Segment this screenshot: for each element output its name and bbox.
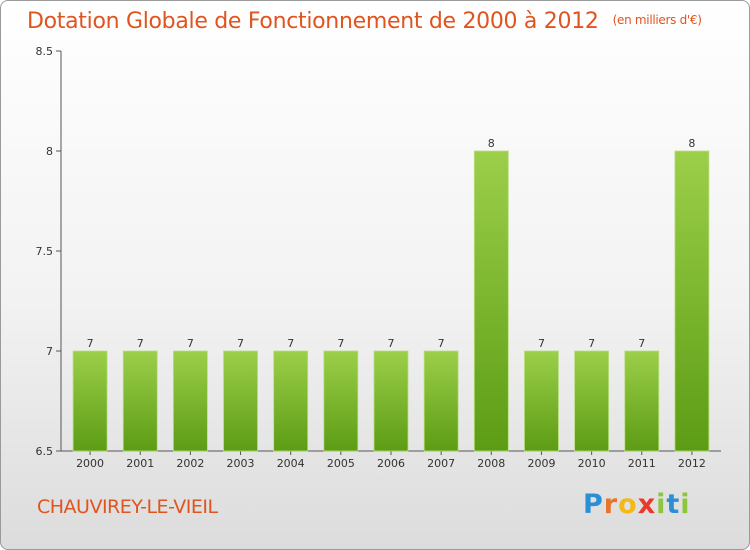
bar-value-label: 8 <box>488 137 495 150</box>
bar-value-label: 7 <box>638 337 645 350</box>
x-tick-label: 2005 <box>327 457 355 470</box>
bar-2001 <box>122 350 158 452</box>
bar-value-label: 8 <box>688 137 695 150</box>
x-tick-label: 2000 <box>76 457 104 470</box>
commune-name: CHAUVIREY-LE-VIEIL <box>37 496 218 518</box>
x-tick-label: 2011 <box>628 457 656 470</box>
bar-2011 <box>624 350 660 452</box>
y-tick-label: 8 <box>46 145 53 158</box>
x-tick-label: 2001 <box>126 457 154 470</box>
x-tick-label: 2006 <box>377 457 405 470</box>
bar-value-label: 7 <box>538 337 545 350</box>
logo-letter: o <box>618 489 638 520</box>
chart-title: Dotation Globale de Fonctionnement de 20… <box>27 9 702 34</box>
bar-2008 <box>473 150 509 452</box>
y-tick-label: 6.5 <box>36 445 54 458</box>
x-tick-label: 2007 <box>427 457 455 470</box>
bar-2002 <box>172 350 208 452</box>
x-tick-label: 2009 <box>527 457 555 470</box>
y-tick-label: 7 <box>46 345 53 358</box>
bar-2004 <box>273 350 309 452</box>
bar-value-label: 7 <box>87 337 94 350</box>
x-tick-label: 2012 <box>678 457 706 470</box>
bar-value-label: 7 <box>287 337 294 350</box>
logo-letter: x <box>637 489 657 520</box>
x-tick-label: 2003 <box>227 457 255 470</box>
bar-value-label: 7 <box>438 337 445 350</box>
bar-2005 <box>323 350 359 452</box>
logo-letter: i <box>680 489 691 520</box>
bar-2006 <box>373 350 409 452</box>
logo-letter: t <box>666 489 681 520</box>
bar-2010 <box>574 350 610 452</box>
logo-letter: i <box>656 489 667 520</box>
y-tick-label: 8.5 <box>36 45 54 58</box>
bar-value-label: 7 <box>588 337 595 350</box>
bar-value-label: 7 <box>187 337 194 350</box>
y-tick-label: 7.5 <box>36 245 54 258</box>
x-tick-label: 2002 <box>176 457 204 470</box>
bar-value-label: 7 <box>337 337 344 350</box>
logo-letter: P <box>583 489 604 520</box>
logo-letter: r <box>603 489 619 520</box>
bar-2007 <box>423 350 459 452</box>
bar-value-label: 7 <box>388 337 395 350</box>
chart-title-text: Dotation Globale de Fonctionnement de 20… <box>27 9 599 34</box>
bar-2012 <box>674 150 710 452</box>
bar-value-label: 7 <box>137 337 144 350</box>
x-tick-label: 2004 <box>277 457 305 470</box>
x-tick-label: 2008 <box>477 457 505 470</box>
bar-2009 <box>524 350 559 452</box>
proxiti-logo: Proxiti <box>583 489 691 520</box>
chart-unit: (en milliers d'€) <box>612 13 702 27</box>
bar-2000 <box>72 350 108 452</box>
bar-value-label: 7 <box>237 337 244 350</box>
bar-2003 <box>223 350 258 452</box>
x-tick-label: 2010 <box>578 457 606 470</box>
